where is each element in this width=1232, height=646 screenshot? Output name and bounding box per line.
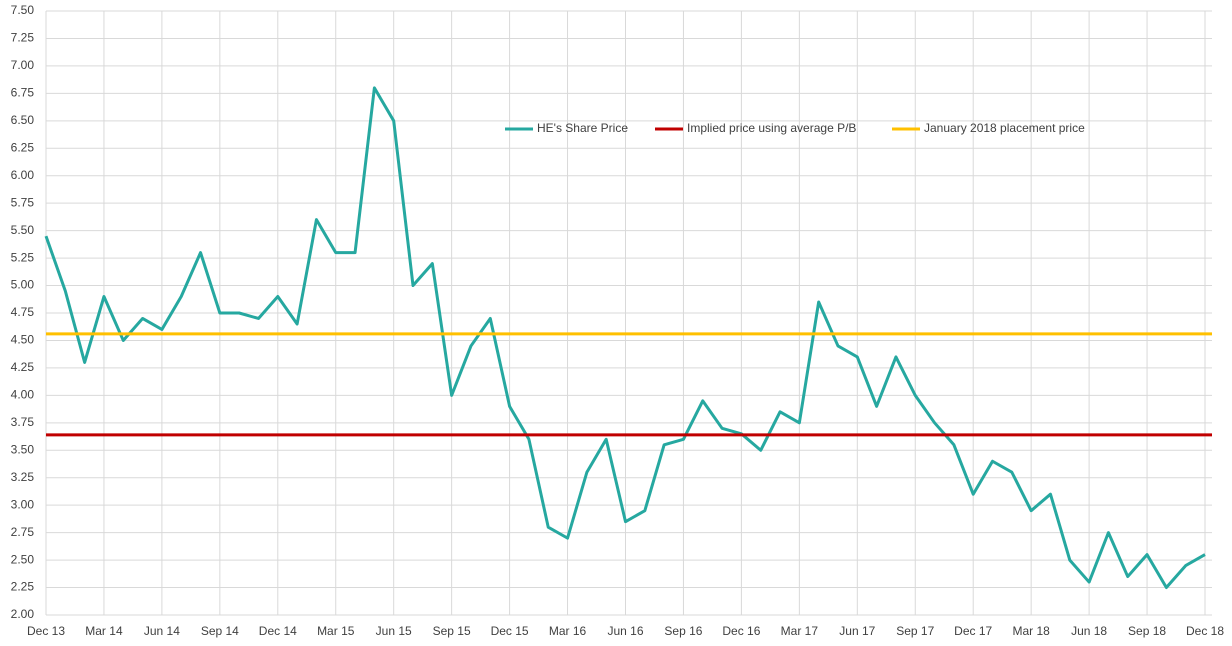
- x-tick-label: Mar 17: [781, 624, 819, 638]
- y-tick-label: 5.75: [11, 195, 35, 209]
- y-tick-label: 2.75: [11, 525, 35, 539]
- legend-label: January 2018 placement price: [924, 121, 1085, 135]
- y-tick-label: 3.00: [11, 497, 35, 511]
- x-tick-label: Sep 17: [896, 624, 934, 638]
- y-tick-label: 5.50: [11, 223, 35, 237]
- x-tick-label: Sep 16: [664, 624, 702, 638]
- x-tick-label: Jun 17: [839, 624, 875, 638]
- legend-label: Implied price using average P/B: [687, 121, 856, 135]
- x-tick-label: Dec 17: [954, 624, 992, 638]
- y-tick-label: 5.00: [11, 278, 35, 292]
- y-tick-label: 6.75: [11, 86, 35, 100]
- y-tick-label: 7.00: [11, 58, 35, 72]
- y-tick-label: 3.25: [11, 470, 35, 484]
- y-tick-label: 7.50: [11, 3, 35, 17]
- y-tick-label: 6.25: [11, 140, 35, 154]
- price-line: [44, 86, 1206, 590]
- y-tick-label: 4.75: [11, 305, 35, 319]
- legend-label: HE's Share Price: [537, 121, 628, 135]
- x-tick-label: Jun 14: [144, 624, 180, 638]
- x-tick-label: Mar 16: [549, 624, 587, 638]
- y-tick-label: 2.50: [11, 552, 35, 566]
- x-tick-label: Dec 16: [722, 624, 760, 638]
- x-tick-label: Dec 18: [1186, 624, 1224, 638]
- y-tick-label: 4.25: [11, 360, 35, 374]
- x-tick-label: Sep 14: [201, 624, 239, 638]
- x-tick-label: Jun 18: [1071, 624, 1107, 638]
- y-tick-label: 6.00: [11, 168, 35, 182]
- x-tick-label: Mar 14: [85, 624, 123, 638]
- x-tick-label: Dec 14: [259, 624, 297, 638]
- y-tick-label: 4.00: [11, 388, 35, 402]
- y-tick-label: 2.00: [11, 607, 35, 621]
- x-tick-label: Sep 18: [1128, 624, 1166, 638]
- x-tick-label: Sep 15: [433, 624, 471, 638]
- y-tick-label: 4.50: [11, 333, 35, 347]
- x-tick-label: Jun 16: [607, 624, 643, 638]
- y-tick-label: 3.75: [11, 415, 35, 429]
- x-tick-label: Mar 18: [1012, 624, 1050, 638]
- y-tick-label: 3.50: [11, 442, 35, 456]
- x-tick-label: Jun 15: [376, 624, 412, 638]
- y-tick-label: 2.25: [11, 580, 35, 594]
- x-tick-label: Dec 13: [27, 624, 65, 638]
- x-tick-label: Dec 15: [491, 624, 529, 638]
- y-tick-label: 7.25: [11, 31, 35, 45]
- x-tick-label: Mar 15: [317, 624, 355, 638]
- y-tick-label: 5.25: [11, 250, 35, 264]
- y-tick-label: 6.50: [11, 113, 35, 127]
